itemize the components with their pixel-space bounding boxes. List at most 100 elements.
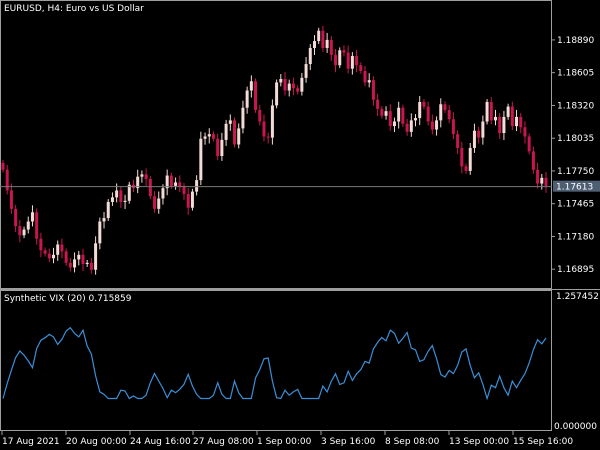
candle-body bbox=[430, 121, 434, 130]
candle-body bbox=[544, 177, 548, 186]
candle-body bbox=[190, 191, 194, 208]
candle-body bbox=[77, 254, 81, 260]
candle-body bbox=[35, 212, 39, 239]
time-tick-label: 13 Sep 00:00 bbox=[449, 437, 509, 447]
candle-body bbox=[414, 118, 418, 121]
candle-body bbox=[211, 134, 215, 139]
candle-body bbox=[376, 99, 380, 109]
candle-body bbox=[233, 120, 237, 145]
candle-body bbox=[161, 188, 165, 199]
indicator-frame bbox=[0, 290, 552, 431]
candle-body bbox=[245, 90, 249, 108]
candle-body bbox=[506, 106, 510, 117]
candle-body bbox=[140, 174, 144, 177]
candle-body bbox=[26, 221, 30, 230]
candle-body bbox=[350, 56, 354, 69]
price-tick-label: 1.16895 bbox=[557, 265, 594, 275]
candle-body bbox=[527, 136, 531, 152]
candle-body bbox=[531, 151, 535, 170]
candle-body bbox=[102, 218, 106, 222]
candle-body bbox=[312, 41, 316, 48]
candle-body bbox=[291, 83, 295, 89]
candle-body bbox=[224, 123, 228, 140]
indicator-bottom-value: 0.000000 bbox=[554, 422, 597, 432]
price-tick-label: 1.17750 bbox=[557, 167, 594, 177]
candle-body bbox=[169, 175, 173, 186]
candle-body bbox=[56, 244, 60, 255]
candle-body bbox=[397, 107, 401, 122]
candle-body bbox=[519, 116, 523, 128]
candle-body bbox=[81, 254, 85, 265]
candle-body bbox=[283, 78, 287, 91]
candle-body bbox=[165, 175, 169, 189]
price-axis: 1.18890 1.18605 1.18320 1.18035 1.17750 1.174… bbox=[551, 36, 594, 275]
candle-body bbox=[468, 147, 472, 171]
candle-body bbox=[472, 130, 476, 148]
candle-body bbox=[39, 238, 43, 251]
price-tick-label: 1.17180 bbox=[557, 232, 594, 242]
candle-body bbox=[52, 254, 56, 259]
candle-body bbox=[64, 251, 68, 263]
candle-body bbox=[241, 107, 245, 129]
candle-body bbox=[464, 166, 468, 171]
time-tick-label: 24 Aug 16:00 bbox=[130, 437, 191, 447]
candle-body bbox=[258, 110, 262, 122]
candle-body bbox=[435, 120, 439, 130]
price-tick-label: 1.18890 bbox=[557, 36, 594, 46]
candle-body bbox=[401, 107, 405, 124]
candle-body bbox=[207, 134, 211, 137]
price-tick-label: 1.18605 bbox=[557, 69, 594, 79]
candle-body bbox=[371, 80, 375, 100]
candle-body bbox=[325, 39, 329, 48]
candle-body bbox=[447, 110, 451, 120]
candle-body bbox=[68, 262, 72, 268]
candle-body bbox=[14, 208, 18, 227]
candle-body bbox=[515, 116, 519, 127]
candle-body bbox=[540, 177, 544, 184]
candle-body bbox=[510, 106, 514, 127]
candle-body bbox=[384, 111, 388, 116]
candle-body bbox=[308, 47, 312, 65]
candle-body bbox=[249, 81, 253, 91]
current-price-tag: 1.17613 bbox=[553, 180, 600, 193]
time-tick-label: 27 Aug 08:00 bbox=[193, 437, 254, 447]
candle-body bbox=[363, 70, 367, 83]
candle-body bbox=[115, 190, 119, 198]
candle-body bbox=[98, 221, 102, 244]
candle-body bbox=[439, 104, 443, 121]
candle-body bbox=[329, 39, 333, 55]
candle-body bbox=[300, 77, 304, 92]
price-tick-label: 1.18320 bbox=[557, 101, 594, 111]
vix-line bbox=[2, 326, 547, 401]
candle-body bbox=[182, 187, 186, 194]
candle-body bbox=[346, 52, 350, 69]
candle-body bbox=[355, 56, 359, 66]
candle-body bbox=[47, 253, 51, 259]
main-chart-frame bbox=[0, 0, 552, 289]
candle-body bbox=[342, 50, 346, 53]
candle-body bbox=[73, 259, 77, 268]
candle-body bbox=[481, 121, 485, 138]
time-tick-label: 17 Aug 2021 bbox=[2, 437, 60, 447]
candle-body bbox=[136, 176, 140, 189]
candle-body bbox=[216, 138, 220, 156]
candle-body bbox=[106, 201, 110, 219]
candles bbox=[1, 25, 548, 275]
candle-body bbox=[523, 127, 527, 137]
candle-body bbox=[262, 121, 266, 137]
candle-body bbox=[237, 128, 241, 145]
candle-body bbox=[270, 105, 274, 138]
candle-body bbox=[477, 130, 481, 138]
candle-body bbox=[493, 116, 497, 121]
candle-body bbox=[43, 250, 47, 254]
candle-body bbox=[338, 50, 342, 66]
candle-body bbox=[144, 174, 148, 179]
candle-body bbox=[317, 30, 321, 42]
indicator-label: Synthetic VIX (20) 0.715859 bbox=[4, 294, 132, 304]
candle-body bbox=[1, 162, 5, 170]
candle-body bbox=[321, 30, 325, 48]
candle-body bbox=[22, 229, 26, 236]
candle-body bbox=[30, 212, 34, 222]
candle-body bbox=[199, 138, 203, 181]
